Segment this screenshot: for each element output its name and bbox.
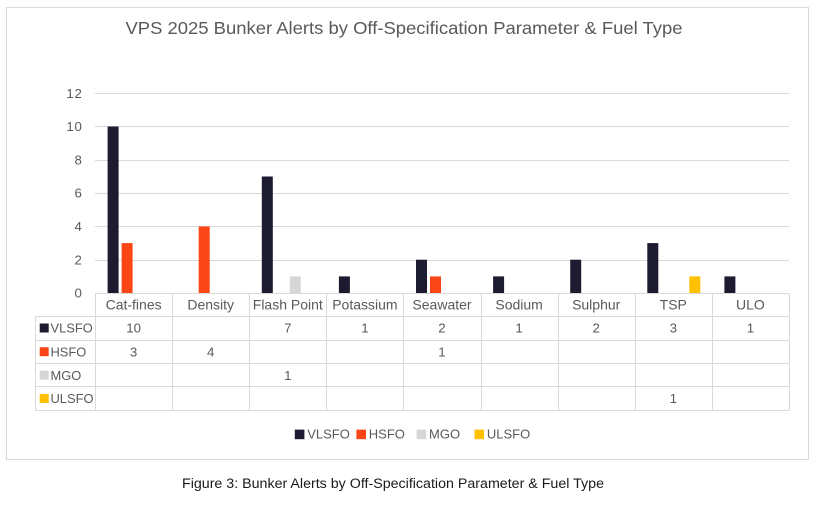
svg-text:8: 8 <box>74 152 82 167</box>
svg-text:1: 1 <box>747 321 754 336</box>
svg-text:10: 10 <box>126 321 141 336</box>
svg-text:4: 4 <box>74 219 82 234</box>
svg-text:Sodium: Sodium <box>495 297 542 313</box>
svg-text:7: 7 <box>284 321 291 336</box>
svg-text:3: 3 <box>130 344 137 359</box>
svg-text:Density: Density <box>187 297 234 313</box>
svg-text:Potassium: Potassium <box>332 297 397 313</box>
svg-text:0: 0 <box>74 286 82 301</box>
svg-text:VLSFO: VLSFO <box>51 321 93 336</box>
svg-text:Cat-fines: Cat-fines <box>106 297 162 313</box>
svg-text:ULO: ULO <box>736 297 765 313</box>
svg-text:MGO: MGO <box>429 427 460 442</box>
svg-text:Seawater: Seawater <box>412 297 471 313</box>
svg-text:4: 4 <box>207 344 214 359</box>
svg-text:ULSFO: ULSFO <box>487 427 530 442</box>
svg-text:1: 1 <box>670 391 677 406</box>
svg-text:TSP: TSP <box>660 297 687 313</box>
svg-text:12: 12 <box>66 86 82 101</box>
svg-text:ULSFO: ULSFO <box>51 391 94 406</box>
svg-text:HSFO: HSFO <box>51 344 87 359</box>
svg-text:2: 2 <box>438 321 445 336</box>
svg-text:1: 1 <box>361 321 368 336</box>
svg-text:1: 1 <box>284 368 291 383</box>
svg-text:HSFO: HSFO <box>369 427 405 442</box>
svg-text:MGO: MGO <box>51 368 82 383</box>
svg-text:1: 1 <box>438 344 445 359</box>
svg-text:1: 1 <box>515 321 522 336</box>
svg-text:2: 2 <box>592 321 599 336</box>
svg-text:6: 6 <box>74 186 82 201</box>
svg-text:VLSFO: VLSFO <box>307 427 350 442</box>
svg-text:Figure 3: Bunker Alerts by Off: Figure 3: Bunker Alerts by Off-Specifica… <box>182 476 604 491</box>
svg-text:3: 3 <box>670 321 677 336</box>
svg-text:Flash Point: Flash Point <box>253 297 323 313</box>
svg-text:2: 2 <box>74 252 82 267</box>
svg-text:10: 10 <box>66 119 82 134</box>
svg-text:VPS 2025 Bunker Alerts by Off-: VPS 2025 Bunker Alerts by Off-Specificat… <box>126 18 683 38</box>
svg-text:Sulphur: Sulphur <box>572 297 621 313</box>
